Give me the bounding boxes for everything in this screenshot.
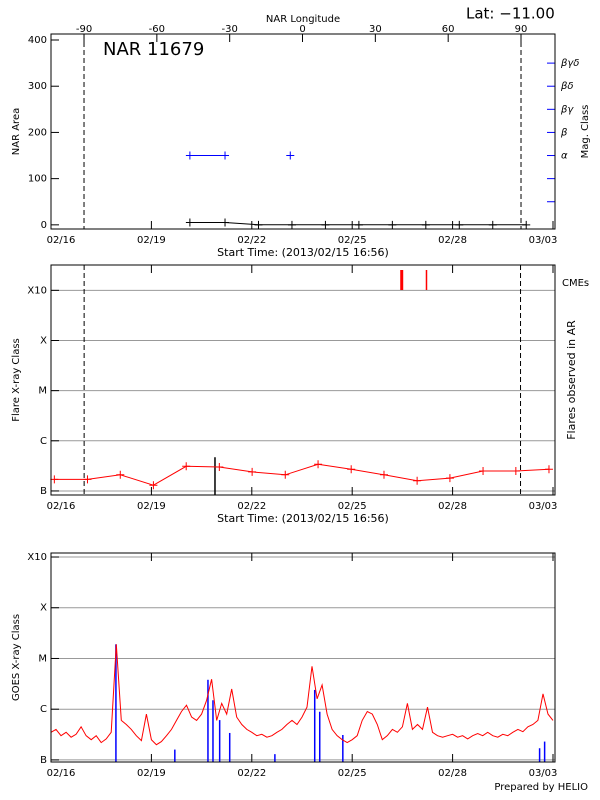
- series-line: [54, 463, 550, 486]
- point-marker: [185, 151, 194, 160]
- x-tick-label: 02/22: [237, 768, 266, 779]
- x-tick-label: 02/19: [137, 768, 166, 779]
- x2-tick-label: 30: [369, 24, 382, 35]
- point-marker: [321, 220, 330, 229]
- point-marker: [488, 220, 497, 229]
- y-tick-label: 300: [28, 81, 47, 92]
- point-marker: [479, 466, 488, 475]
- point-marker: [314, 460, 323, 469]
- point-marker: [221, 151, 230, 160]
- x2-tick-label: 60: [442, 24, 455, 35]
- y-tick-label: X: [40, 603, 47, 614]
- point-marker: [413, 476, 422, 485]
- y-tick-label: M: [38, 653, 47, 664]
- y-tick-label: 400: [28, 35, 47, 46]
- plot-frame: [50, 552, 556, 763]
- y2-tick-label: βγδ: [560, 58, 579, 69]
- x-tick-label: 02/16: [47, 768, 76, 779]
- point-marker: [379, 470, 388, 479]
- y2-axis-label: Flares observed in AR: [565, 320, 578, 440]
- point-marker: [354, 220, 363, 229]
- chart-title: NAR 11679: [103, 39, 204, 60]
- y-tick-label: B: [40, 486, 47, 497]
- point-marker: [281, 470, 290, 479]
- x-tick-label: 02/19: [137, 501, 166, 512]
- x2-axis-label: NAR Longitude: [266, 14, 340, 25]
- x-tick-label: 02/25: [338, 768, 367, 779]
- y-tick-label: X10: [27, 285, 47, 296]
- point-marker: [347, 465, 356, 474]
- point-marker: [149, 481, 158, 490]
- x-tick-label: 03/03: [529, 768, 558, 779]
- x-tick-label: 02/28: [438, 235, 467, 246]
- x2-tick-label: -90: [76, 24, 92, 35]
- x2-tick-label: -60: [149, 24, 165, 35]
- point-marker: [221, 218, 230, 227]
- y-tick-label: C: [40, 704, 47, 715]
- x-tick-label: 02/16: [47, 235, 76, 246]
- y-tick-label: M: [38, 386, 47, 397]
- x-tick-label: 03/03: [529, 235, 558, 246]
- y-axis-label: Flare X-ray Class: [11, 338, 22, 422]
- x-tick-label: 02/16: [47, 501, 76, 512]
- x-tick-label: 02/19: [137, 235, 166, 246]
- x-tick-label: 02/22: [237, 501, 266, 512]
- point-marker: [522, 220, 531, 229]
- point-marker: [445, 474, 454, 483]
- point-marker: [286, 151, 295, 160]
- point-marker: [83, 475, 92, 484]
- plot-frame: [50, 33, 556, 230]
- plot-frame: [50, 264, 556, 496]
- x-axis-label: Start Time: (2013/02/15 16:56): [217, 246, 389, 259]
- x-tick-label: 02/28: [438, 501, 467, 512]
- point-marker: [421, 220, 430, 229]
- y2-tick-label: α: [561, 151, 568, 162]
- point-marker: [248, 467, 257, 476]
- y2-tick-label: β: [560, 127, 568, 138]
- x-tick-label: 02/22: [237, 235, 266, 246]
- y-axis-label: NAR Area: [11, 108, 22, 155]
- x-tick-label: 03/03: [529, 501, 558, 512]
- point-marker: [511, 466, 520, 475]
- point-marker: [185, 218, 194, 227]
- y-tick-label: 200: [28, 127, 47, 138]
- x-tick-label: 02/25: [338, 235, 367, 246]
- x2-tick-label: 0: [299, 24, 305, 35]
- y-tick-label: B: [40, 755, 47, 766]
- y-tick-label: 0: [41, 220, 47, 231]
- y-axis-label: GOES X-ray Class: [11, 614, 22, 701]
- cme-label: CMEs: [562, 278, 589, 289]
- x2-tick-label: 90: [515, 24, 528, 35]
- point-marker: [215, 463, 224, 472]
- y-tick-label: C: [40, 436, 47, 447]
- point-marker: [455, 220, 464, 229]
- point-marker: [544, 465, 553, 474]
- point-marker: [50, 475, 59, 484]
- y2-tick-label: βδ: [560, 81, 574, 92]
- y2-axis-label: Mag. Class: [580, 105, 591, 159]
- point-marker: [287, 220, 296, 229]
- series-line: [50, 644, 554, 746]
- point-marker: [116, 470, 125, 479]
- annotation: Lat: −11.00: [466, 5, 555, 23]
- point-marker: [254, 220, 263, 229]
- x2-tick-label: -30: [222, 24, 238, 35]
- footer: Prepared by HELIO: [494, 782, 588, 793]
- y-tick-label: X: [40, 335, 47, 346]
- y-tick-label: X10: [27, 552, 47, 563]
- point-marker: [182, 462, 191, 471]
- x-tick-label: 02/28: [438, 768, 467, 779]
- y2-tick-label: βγ: [560, 104, 574, 115]
- x-axis-label: Start Time: (2013/02/15 16:56): [217, 512, 389, 525]
- y-tick-label: 100: [28, 174, 47, 185]
- point-marker: [388, 220, 397, 229]
- x-tick-label: 02/25: [338, 501, 367, 512]
